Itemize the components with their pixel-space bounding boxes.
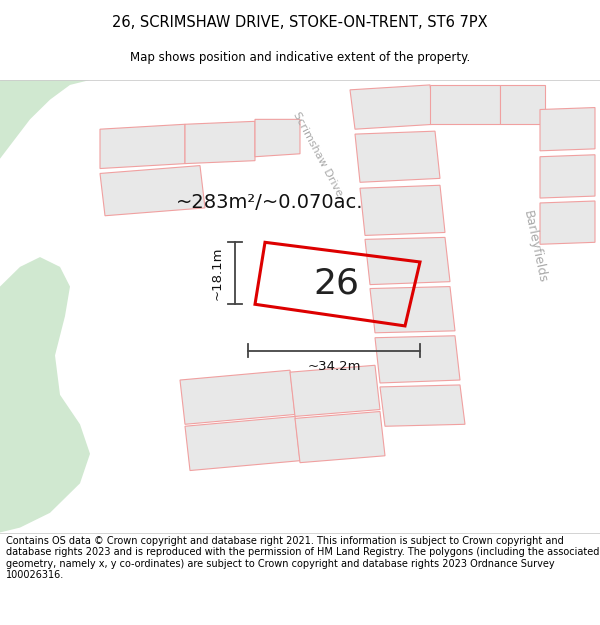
Polygon shape [0,257,90,532]
Polygon shape [540,201,595,244]
Text: ~283m²/~0.070ac.: ~283m²/~0.070ac. [176,194,364,213]
Polygon shape [540,107,595,151]
Text: ~34.2m: ~34.2m [307,360,361,372]
Polygon shape [100,124,185,169]
Polygon shape [375,336,460,383]
Polygon shape [360,185,445,236]
Polygon shape [185,416,300,471]
Polygon shape [270,80,490,326]
Polygon shape [365,238,450,284]
Text: 26, SCRIMSHAW DRIVE, STOKE-ON-TRENT, ST6 7PX: 26, SCRIMSHAW DRIVE, STOKE-ON-TRENT, ST6… [112,15,488,30]
Polygon shape [355,131,440,182]
Text: Barleyfields: Barleyfields [521,210,549,285]
Polygon shape [255,119,300,157]
Text: Scrimshaw Drive: Scrimshaw Drive [292,110,344,198]
Polygon shape [380,385,465,426]
Polygon shape [540,155,595,198]
Polygon shape [100,166,205,216]
Polygon shape [440,80,500,119]
Polygon shape [290,365,380,416]
Polygon shape [430,85,500,124]
Polygon shape [370,287,455,332]
Polygon shape [350,85,435,129]
Text: Map shows position and indicative extent of the property.: Map shows position and indicative extent… [130,51,470,64]
Text: 26: 26 [313,267,359,301]
Polygon shape [0,80,90,159]
Text: Contains OS data © Crown copyright and database right 2021. This information is : Contains OS data © Crown copyright and d… [6,536,599,581]
Polygon shape [185,121,255,164]
Polygon shape [180,370,295,424]
Polygon shape [500,85,545,124]
Polygon shape [295,411,385,462]
Polygon shape [490,80,580,532]
Text: ~18.1m: ~18.1m [211,246,223,300]
